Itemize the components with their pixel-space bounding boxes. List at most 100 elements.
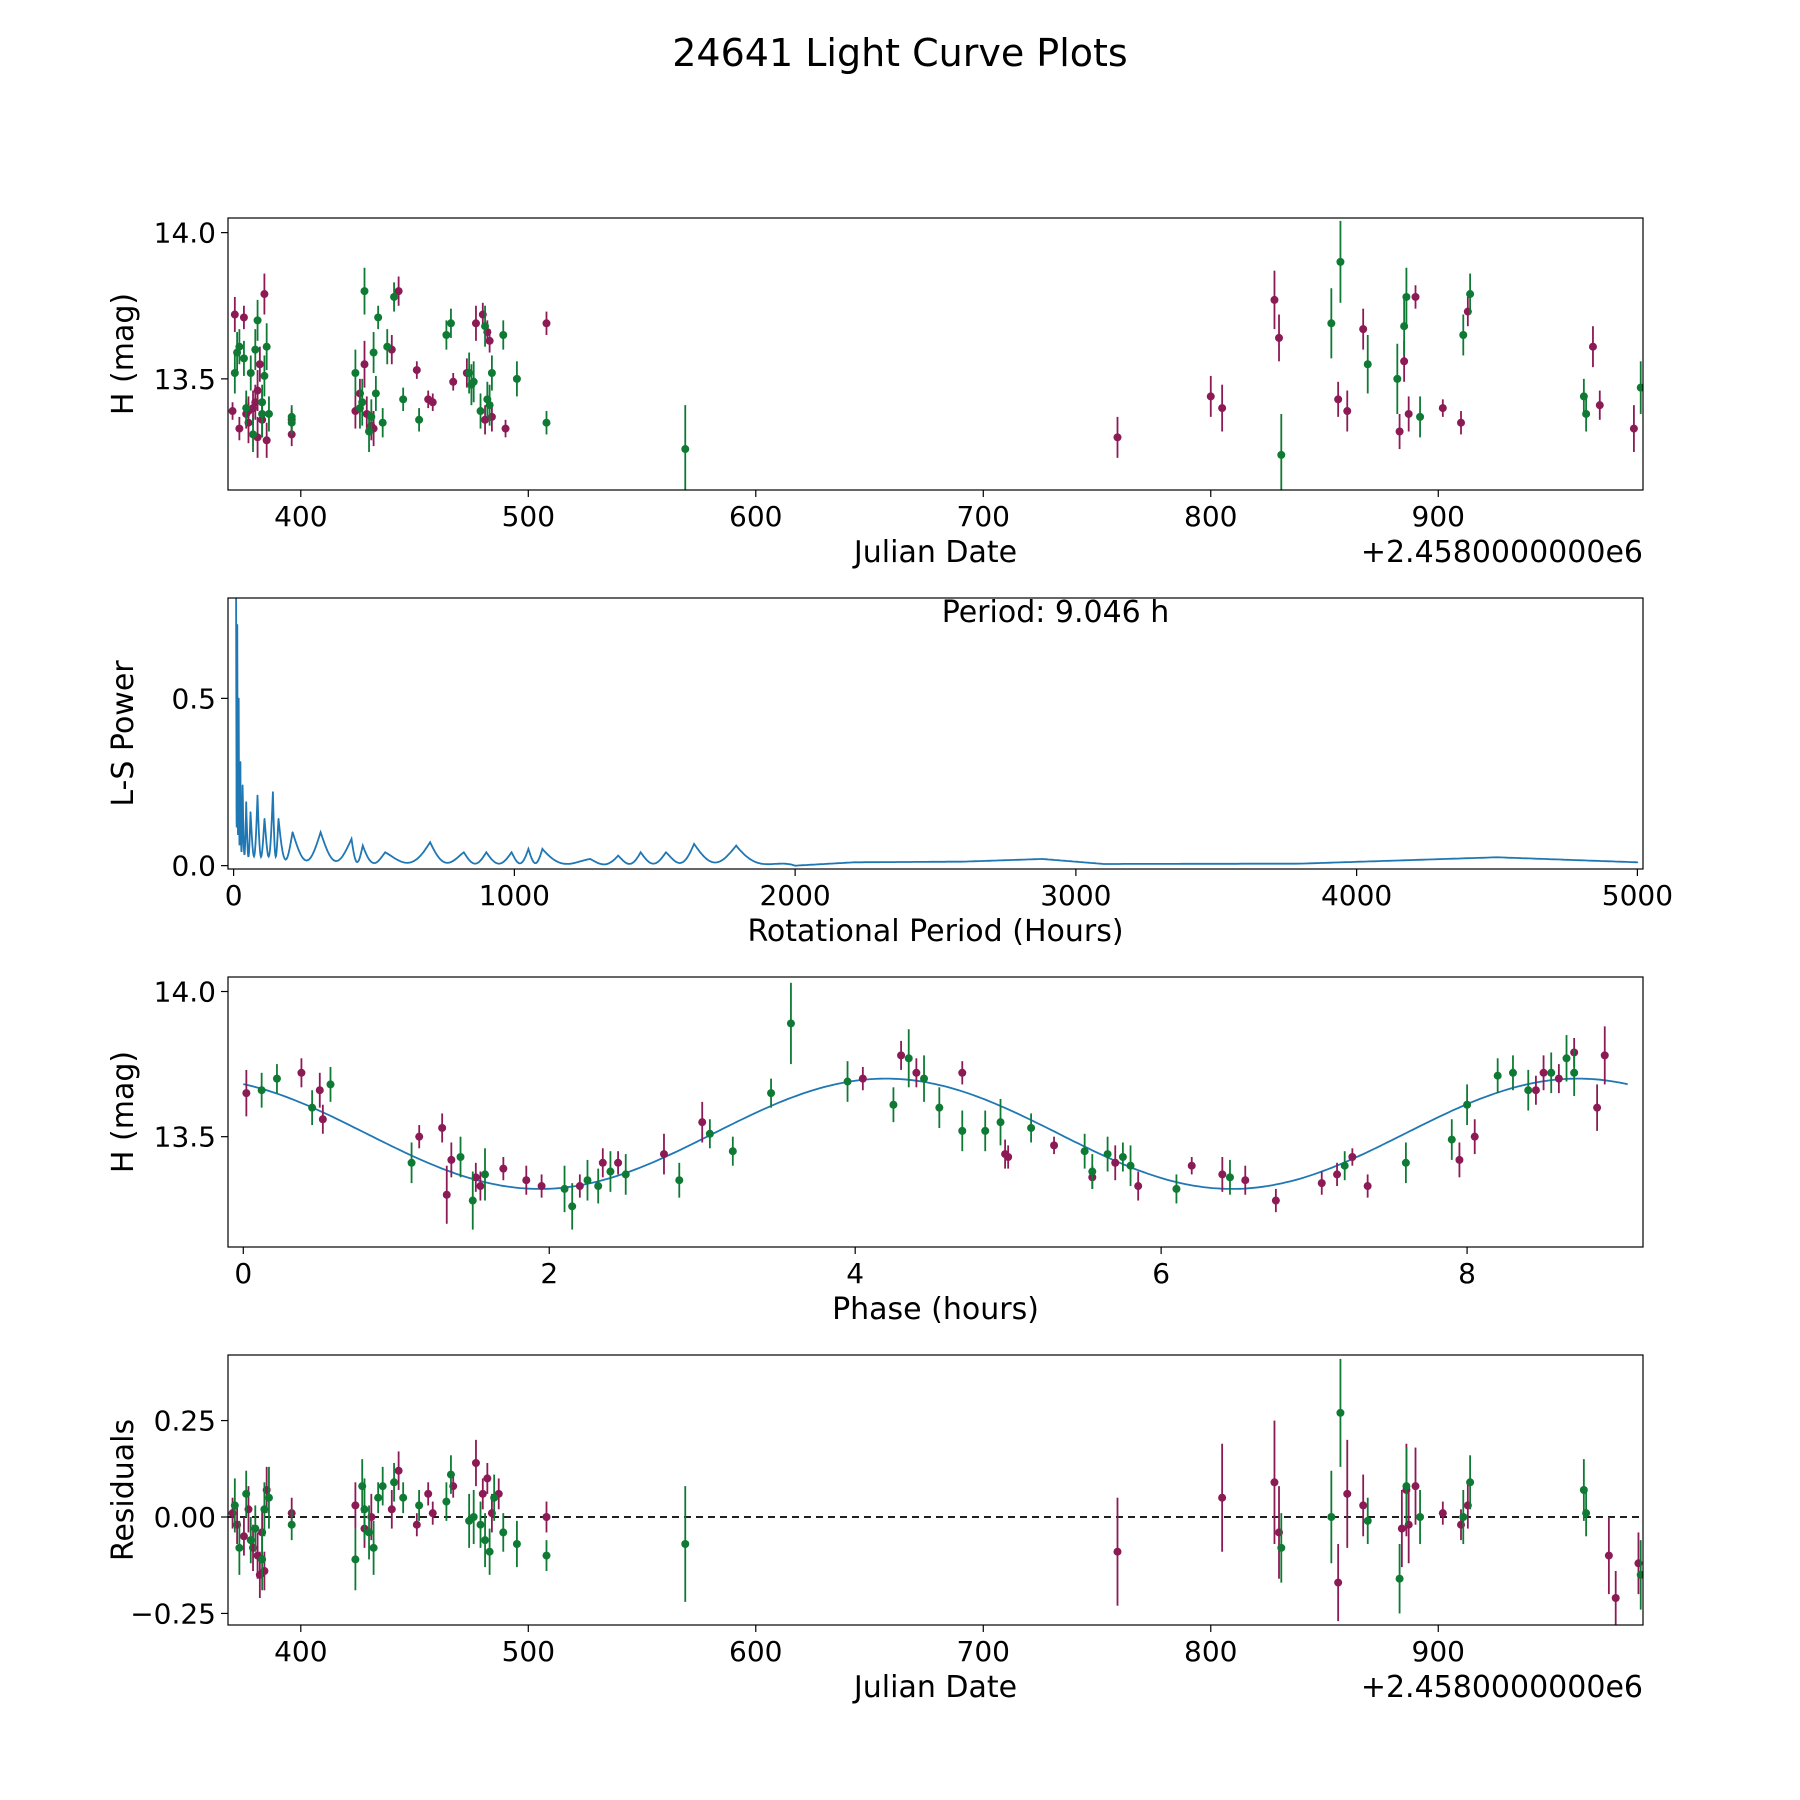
periodogram-peak <box>1041 858 1043 860</box>
data-point <box>260 1505 269 1514</box>
data-point <box>958 1126 967 1135</box>
data-point <box>1187 1161 1196 1170</box>
periodogram-line <box>235 598 1638 867</box>
x-tick-label: 800 <box>1184 1635 1237 1668</box>
y-axis-label: Residuals <box>106 1419 141 1561</box>
data-point <box>260 290 269 299</box>
series-filter-b <box>230 220 1643 490</box>
periodogram-peak <box>794 864 796 867</box>
data-point <box>621 1170 630 1179</box>
data-point <box>1271 1196 1280 1205</box>
data-point <box>1393 374 1402 383</box>
x-tick-label: 500 <box>502 500 555 533</box>
data-point <box>424 1489 433 1498</box>
data-point <box>235 342 244 351</box>
data-point <box>1459 330 1468 339</box>
data-point <box>594 1182 603 1191</box>
data-point <box>230 1501 239 1510</box>
x-tick-label: 8 <box>1458 1257 1476 1290</box>
x-tick-label: 800 <box>1184 500 1237 533</box>
data-point <box>1343 1489 1352 1498</box>
data-point <box>287 418 296 427</box>
series-filter-b <box>257 982 1579 1230</box>
data-point <box>1416 412 1425 421</box>
data-point <box>1402 292 1411 301</box>
data-point <box>297 1068 306 1077</box>
data-point <box>560 1184 569 1193</box>
data-point <box>468 1196 477 1205</box>
data-point <box>575 1182 584 1191</box>
data-point <box>369 348 378 357</box>
data-point <box>1317 1179 1326 1188</box>
x-tick-label: 500 <box>502 1635 555 1668</box>
data-point <box>360 360 369 369</box>
x-axis-label: Phase (hours) <box>832 1292 1039 1327</box>
periodogram-peak <box>639 851 642 854</box>
x-offset-text: +2.4580000000e6 <box>1361 535 1643 570</box>
data-point <box>1404 409 1413 418</box>
data-point <box>1397 1524 1406 1533</box>
data-point <box>239 313 248 322</box>
periodogram-peak <box>693 843 695 845</box>
data-point <box>1327 1513 1336 1521</box>
periodogram-peak <box>277 818 280 820</box>
data-point <box>1595 401 1604 410</box>
data-point <box>659 1150 668 1159</box>
data-point <box>1334 395 1343 404</box>
data-point <box>1411 292 1420 301</box>
series-filter-a <box>228 270 1638 458</box>
data-point <box>469 1513 478 1521</box>
data-point <box>512 1540 521 1548</box>
data-point <box>249 430 258 439</box>
x-offset-text: +2.4580000000e6 <box>1361 1670 1643 1705</box>
data-point <box>485 401 494 410</box>
periodogram-peak <box>665 851 667 854</box>
plot-area <box>235 598 1639 867</box>
data-point <box>912 1068 921 1077</box>
data-point <box>394 1466 403 1475</box>
data-point <box>478 1489 487 1498</box>
data-point <box>1134 1182 1143 1191</box>
data-point <box>499 1164 508 1173</box>
x-tick-label: 2000 <box>759 879 830 912</box>
data-point <box>1636 1570 1643 1579</box>
x-tick-label: 3000 <box>1040 879 1111 912</box>
x-tick-label: 900 <box>1412 500 1465 533</box>
x-tick-label: 5000 <box>1602 879 1673 912</box>
data-point <box>1270 295 1279 304</box>
data-point <box>897 1051 906 1060</box>
data-point <box>360 1505 369 1514</box>
periodogram-peak <box>263 818 266 820</box>
data-point <box>374 1493 383 1502</box>
data-point <box>412 1520 421 1529</box>
data-point <box>958 1068 967 1077</box>
axes-frame <box>227 597 1644 870</box>
periodogram-peak <box>319 831 322 833</box>
data-point <box>242 1089 251 1098</box>
data-point <box>351 1555 360 1564</box>
data-point <box>1050 1141 1059 1150</box>
data-point <box>251 345 260 354</box>
data-point <box>1080 1147 1089 1156</box>
y-tick-label: 0.0 <box>171 850 216 883</box>
data-point <box>471 1173 480 1182</box>
data-point <box>1088 1167 1097 1176</box>
data-point <box>308 1103 317 1112</box>
data-point <box>1103 1150 1112 1159</box>
data-point <box>387 1505 396 1514</box>
data-point <box>1225 1173 1234 1182</box>
data-point <box>681 445 690 454</box>
data-point <box>481 415 490 424</box>
periodogram-peak <box>962 860 965 863</box>
data-point <box>1118 1153 1127 1161</box>
data-point <box>1111 1158 1120 1167</box>
data-point <box>399 1493 408 1502</box>
data-point <box>1275 333 1284 342</box>
data-point <box>428 398 437 407</box>
data-point <box>705 1129 714 1138</box>
data-point <box>442 330 451 339</box>
x-tick-label: 400 <box>274 500 327 533</box>
data-point <box>1363 360 1372 369</box>
periodogram-peak <box>1103 863 1105 865</box>
data-point <box>383 342 392 351</box>
